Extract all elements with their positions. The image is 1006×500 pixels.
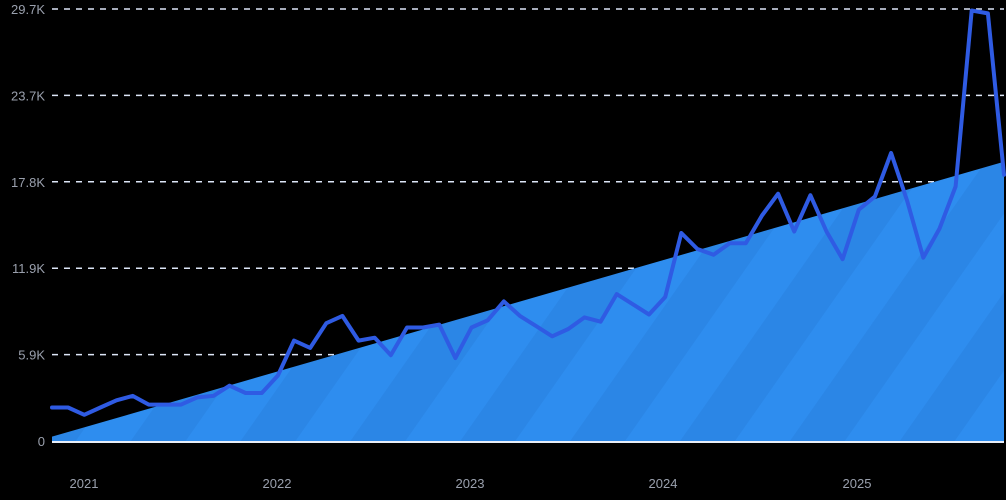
x-axis-labels: 2021 2022 2023 2024 2025 — [70, 476, 872, 491]
trend-area — [52, 161, 1004, 441]
x-tick-label: 2022 — [263, 476, 292, 491]
y-tick-label: 5.9K — [18, 348, 45, 363]
y-axis-labels: 0 5.9K 11.9K 17.8K 23.7K 29.7K — [11, 2, 45, 449]
y-tick-label: 23.7K — [11, 88, 45, 103]
y-tick-label: 17.8K — [11, 175, 45, 190]
y-tick-label: 0 — [38, 434, 45, 449]
y-tick-label: 29.7K — [11, 2, 45, 17]
x-tick-label: 2023 — [456, 476, 485, 491]
value-line — [50, 8, 1006, 417]
x-tick-label: 2024 — [649, 476, 678, 491]
x-tick-label: 2025 — [843, 476, 872, 491]
y-tick-label: 11.9K — [12, 261, 45, 276]
x-tick-label: 2021 — [70, 476, 99, 491]
